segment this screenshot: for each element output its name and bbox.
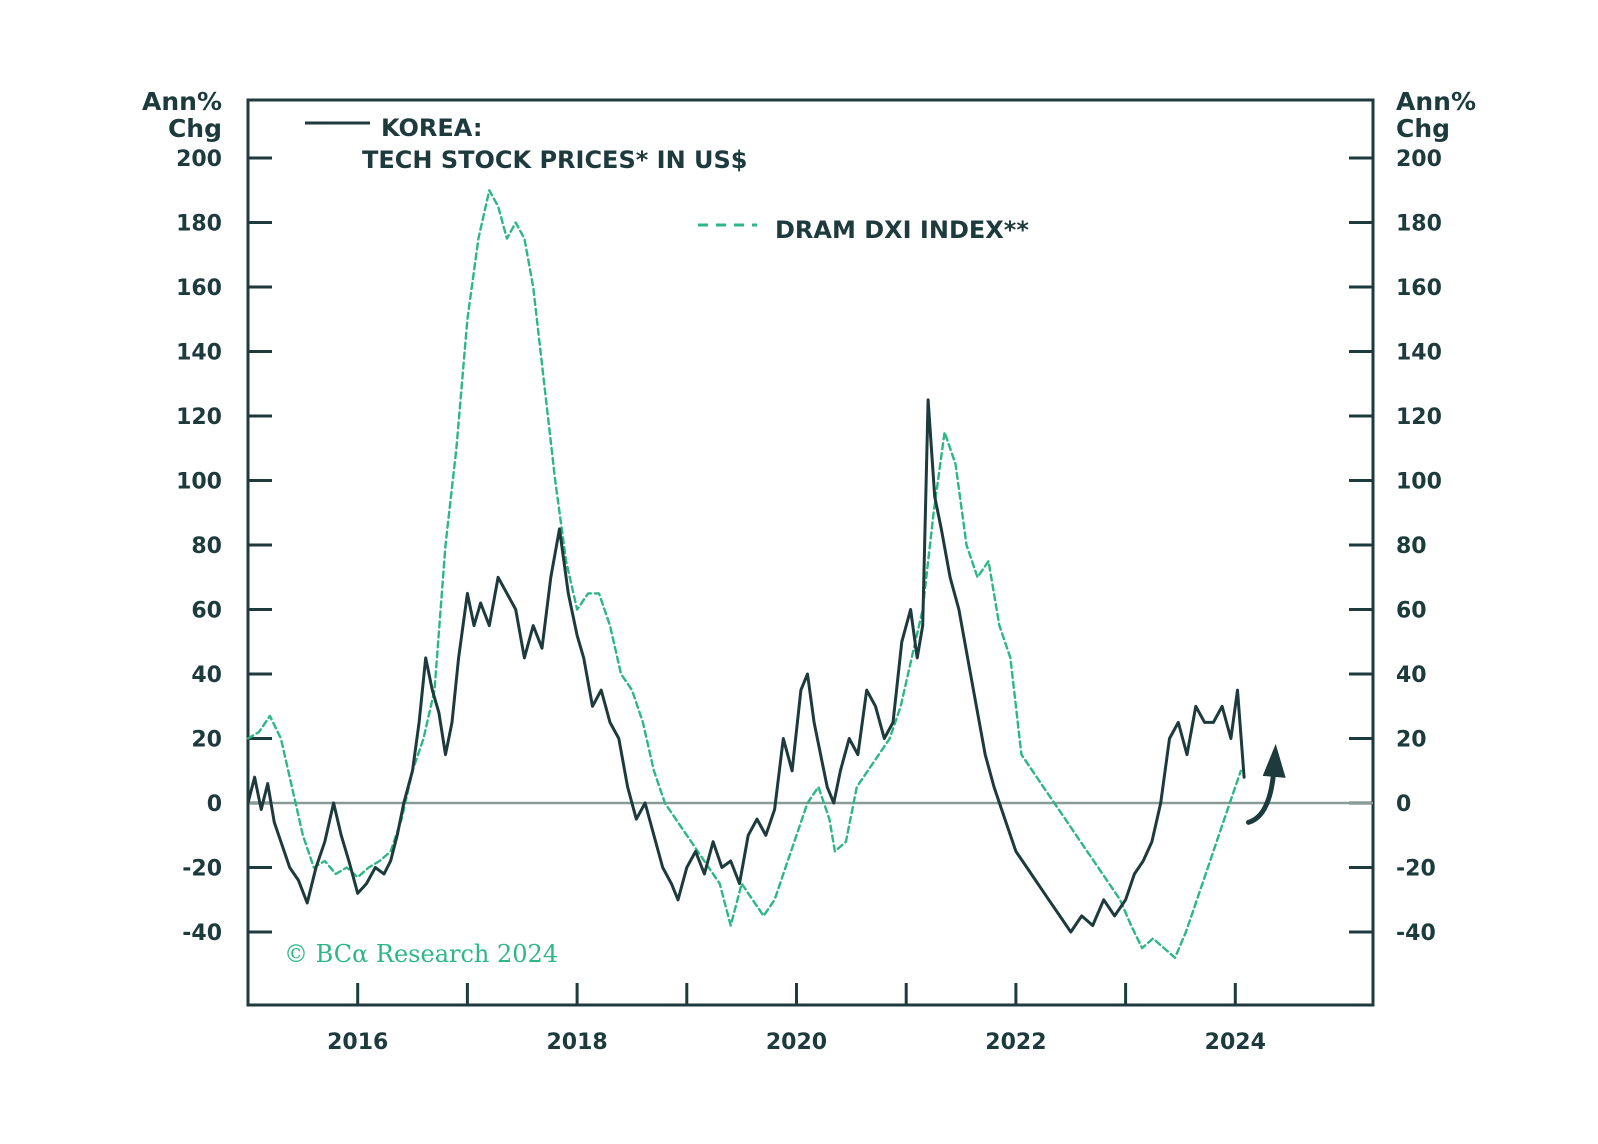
y-tick-label-left: 40 bbox=[191, 663, 222, 688]
y-tick-label-right: 100 bbox=[1396, 470, 1442, 495]
y-tick-label-right: 0 bbox=[1396, 792, 1411, 817]
y-tick-label-right: 80 bbox=[1396, 534, 1427, 559]
series-line-korea-tech bbox=[246, 398, 1246, 934]
y-tick-label-right: 160 bbox=[1396, 276, 1442, 301]
y-tick-label-left: 60 bbox=[191, 599, 222, 624]
y-tick-label-left: 0 bbox=[207, 792, 222, 817]
y-tick-label-right: 140 bbox=[1396, 341, 1442, 366]
y-tick-label-left: -40 bbox=[182, 921, 222, 946]
x-tick-label: 2022 bbox=[985, 1030, 1046, 1055]
y-tick-label-right: 20 bbox=[1396, 728, 1427, 753]
y-tick-label-right: 200 bbox=[1396, 147, 1442, 172]
y-tick-label-left: 180 bbox=[176, 212, 222, 237]
right-axis-unit-line2: Chg bbox=[1396, 114, 1450, 143]
x-tick-label: 2020 bbox=[766, 1030, 827, 1055]
y-tick-label-right: 40 bbox=[1396, 663, 1427, 688]
y-tick-label-left: -20 bbox=[182, 857, 222, 882]
legend-label-korea-line1: KOREA: bbox=[381, 114, 482, 142]
y-tick-label-right: -40 bbox=[1396, 921, 1436, 946]
series-line-dram-dxi bbox=[246, 189, 1242, 959]
legend-label-dram: DRAM DXI INDEX** bbox=[775, 216, 1029, 244]
y-tick-label-right: 60 bbox=[1396, 599, 1427, 624]
y-tick-label-right: -20 bbox=[1396, 857, 1436, 882]
x-axis: 2016 2018 2020 2022 2024 bbox=[327, 983, 1266, 1055]
series-layer bbox=[246, 189, 1246, 959]
y-axis-left: -40 -20 0 20 40 60 80 100 120 140 160 180 200 bbox=[176, 147, 272, 946]
y-tick-label-right: 180 bbox=[1396, 212, 1442, 237]
x-tick-label: 2018 bbox=[546, 1030, 607, 1055]
left-axis-unit-line1: Ann% bbox=[142, 87, 222, 116]
y-tick-label-left: 20 bbox=[191, 728, 222, 753]
y-tick-label-left: 100 bbox=[176, 470, 222, 495]
y-tick-label-left: 120 bbox=[176, 405, 222, 430]
y-tick-label-right: 120 bbox=[1396, 405, 1442, 430]
y-tick-label-left: 80 bbox=[191, 534, 222, 559]
y-tick-label-left: 160 bbox=[176, 276, 222, 301]
copyright-label: © BCα Research 2024 bbox=[284, 940, 558, 968]
y-tick-label-left: 140 bbox=[176, 341, 222, 366]
up-arrow-annotation bbox=[1245, 769, 1277, 825]
plot-frame bbox=[246, 98, 1375, 1007]
legend-label-korea-line2: TECH STOCK PRICES* IN US$ bbox=[362, 146, 748, 174]
x-tick-label: 2016 bbox=[327, 1030, 388, 1055]
x-tick-label: 2024 bbox=[1205, 1030, 1266, 1055]
arrow-head bbox=[1262, 743, 1286, 778]
y-axis-right: -40 -20 0 20 40 60 80 100 120 140 160 180 200 bbox=[1349, 147, 1442, 946]
left-axis-unit-line2: Chg bbox=[168, 114, 222, 143]
y-tick-label-left: 200 bbox=[176, 147, 222, 172]
right-axis-unit-line1: Ann% bbox=[1396, 87, 1476, 116]
